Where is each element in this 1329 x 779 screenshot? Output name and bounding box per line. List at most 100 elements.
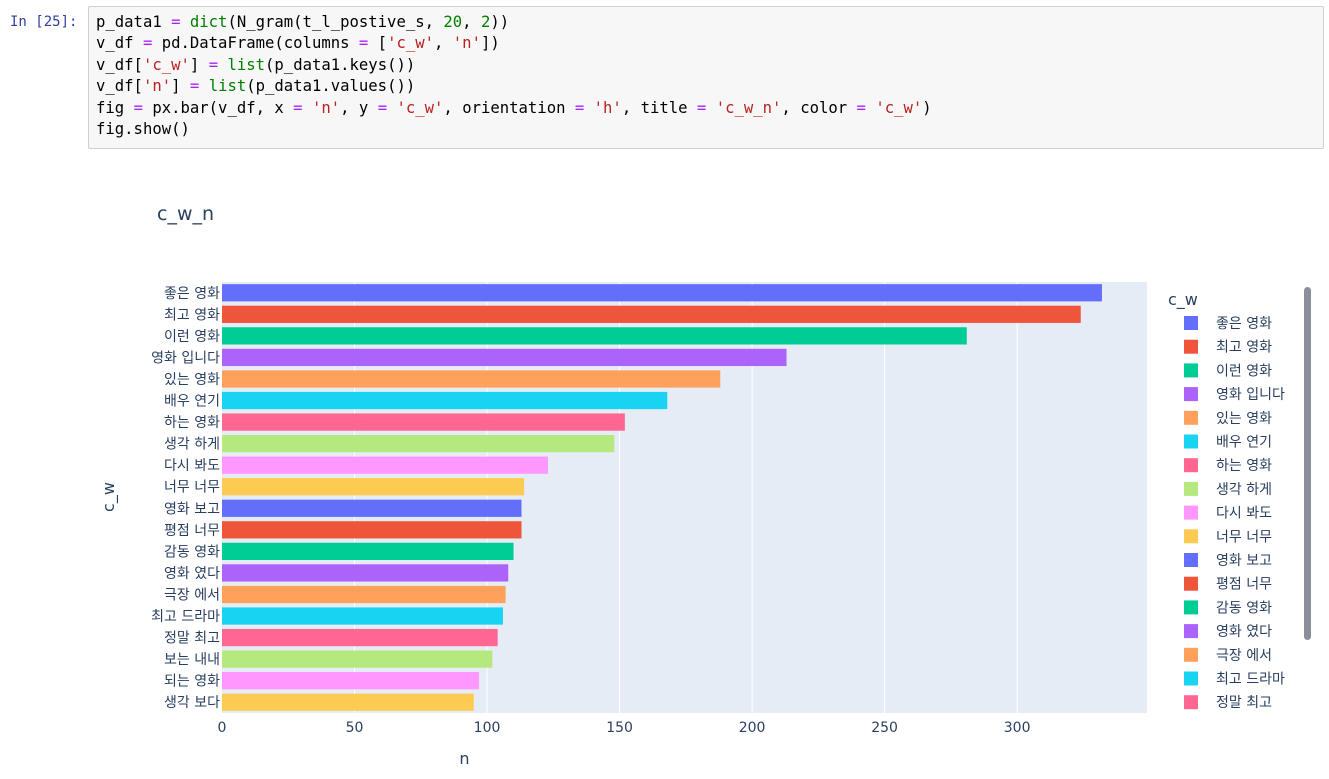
code-token: 2	[480, 13, 491, 31]
legend-swatch[interactable]	[1184, 647, 1198, 662]
code-cell-input[interactable]: p_data1 = dict(N_gram(t_l_postive_s, 20,…	[88, 6, 1324, 149]
code-token: list	[227, 55, 266, 74]
legend-swatch[interactable]	[1184, 363, 1198, 378]
code-token: =	[574, 98, 585, 117]
bar[interactable]	[222, 693, 474, 711]
legend-swatch[interactable]	[1184, 671, 1198, 686]
legend-swatch[interactable]	[1184, 600, 1198, 615]
bar[interactable]	[222, 348, 787, 367]
y-tick-label: 영화 였다	[164, 566, 220, 582]
x-tick-label: 150	[606, 720, 633, 736]
legend-item-label[interactable]: 이런 영화	[1216, 363, 1272, 379]
bar[interactable]	[222, 305, 1081, 323]
y-tick-label: 보는 내내	[164, 652, 220, 668]
legend-item-label[interactable]: 배우 연기	[1216, 435, 1272, 451]
bar[interactable]	[222, 542, 514, 560]
bar[interactable]	[222, 413, 625, 431]
bar[interactable]	[222, 672, 480, 690]
y-tick-label: 감동 영화	[164, 544, 220, 560]
bar[interactable]	[222, 435, 615, 453]
legend-item-label[interactable]: 영화 였다	[1216, 624, 1272, 640]
legend-swatch[interactable]	[1184, 387, 1198, 402]
code-token: [	[368, 34, 388, 53]
bar[interactable]	[222, 607, 503, 625]
legend-swatch[interactable]	[1184, 624, 1198, 639]
bar[interactable]	[222, 499, 522, 517]
code-token: )	[922, 98, 932, 117]
legend-swatch[interactable]	[1184, 529, 1198, 544]
legend-swatch[interactable]	[1184, 481, 1198, 496]
y-tick-label: 최고 영화	[164, 307, 220, 323]
code-token: 20	[443, 13, 463, 31]
code-token: =	[133, 98, 143, 117]
code-token: =	[208, 55, 219, 74]
bar[interactable]	[222, 585, 506, 604]
code-token: =	[377, 98, 388, 117]
code-token: =	[142, 34, 153, 53]
legend-item-label[interactable]: 하는 영화	[1216, 458, 1272, 474]
legend-swatch[interactable]	[1184, 458, 1198, 473]
bar[interactable]	[222, 650, 493, 668]
code-token: dict	[189, 13, 228, 31]
y-tick-label: 정말 최고	[164, 631, 220, 647]
bar[interactable]	[222, 391, 668, 410]
legend-swatch[interactable]	[1184, 410, 1198, 425]
bar[interactable]	[222, 478, 525, 496]
y-tick-label: 다시 봐도	[164, 458, 220, 474]
legend-scrollbar[interactable]	[1304, 287, 1311, 640]
legend-swatch[interactable]	[1184, 695, 1198, 710]
legend-item-label[interactable]: 극장 에서	[1216, 648, 1272, 664]
plot-background	[222, 282, 1147, 713]
legend-item-label[interactable]: 최고 영화	[1216, 340, 1272, 356]
legend-item-label[interactable]: 최고 드라마	[1216, 672, 1285, 688]
legend-swatch[interactable]	[1184, 553, 1198, 567]
legend-item-label[interactable]: 좋은 영화	[1216, 316, 1272, 332]
legend-item-label[interactable]: 다시 봐도	[1216, 506, 1272, 522]
bar[interactable]	[222, 370, 721, 388]
legend-item-label[interactable]: 너무 너무	[1216, 529, 1272, 545]
code-token	[584, 99, 593, 117]
code-token: ,	[434, 34, 453, 53]
code-token: ])	[480, 34, 500, 53]
code-token: 'c_w'	[387, 34, 435, 53]
code-token: px.bar(v_df, x	[142, 98, 294, 117]
bar[interactable]	[222, 564, 509, 582]
legend-item-label[interactable]: 정말 최고	[1216, 695, 1272, 711]
code-token: 'c_w'	[396, 98, 444, 117]
legend-swatch[interactable]	[1184, 576, 1198, 591]
y-tick-label: 너무 너무	[164, 480, 220, 496]
legend-item-label[interactable]: 감동 영화	[1216, 600, 1272, 616]
legend-swatch[interactable]	[1184, 316, 1198, 330]
code-token: =	[189, 77, 200, 96]
y-tick-label: 영화 보고	[164, 501, 220, 517]
legend-item-label[interactable]: 생각 하게	[1216, 482, 1272, 498]
y-tick-label: 평점 너무	[164, 523, 220, 539]
bar[interactable]	[222, 284, 1102, 302]
code-token: ]	[189, 55, 209, 74]
code-token: 'h'	[593, 98, 622, 117]
bar[interactable]	[222, 628, 498, 647]
legend-swatch[interactable]	[1184, 505, 1198, 520]
bar[interactable]	[222, 521, 522, 539]
legend-item-label[interactable]: 영화 입니다	[1216, 387, 1285, 403]
y-axis-title: c_w	[99, 482, 119, 512]
y-tick-label: 되는 영화	[164, 674, 220, 690]
y-tick-label: 극장 에서	[164, 587, 220, 603]
code-token: fig.show()	[96, 120, 190, 139]
legend-item-label[interactable]: 영화 보고	[1216, 553, 1272, 569]
bar[interactable]	[222, 327, 967, 345]
legend-item-label[interactable]: 있는 영화	[1216, 411, 1272, 427]
code-line: v_df = pd.DataFrame(columns = ['c_w', 'n…	[96, 33, 932, 54]
code-editor[interactable]: p_data1 = dict(N_gram(t_l_postive_s, 20,…	[96, 12, 932, 140]
legend-item-label[interactable]: 평점 너무	[1216, 577, 1272, 593]
legend-swatch[interactable]	[1184, 434, 1198, 449]
code-line: fig.show()	[96, 119, 932, 140]
legend-title: c_w	[1168, 290, 1198, 310]
bar[interactable]	[222, 456, 549, 474]
y-tick-label: 이런 영화	[164, 329, 220, 345]
y-tick-label: 있는 영화	[164, 372, 220, 388]
legend-swatch[interactable]	[1184, 339, 1198, 354]
code-token	[199, 77, 208, 95]
code-token	[866, 99, 875, 117]
code-token: 'c_w'	[142, 55, 190, 74]
